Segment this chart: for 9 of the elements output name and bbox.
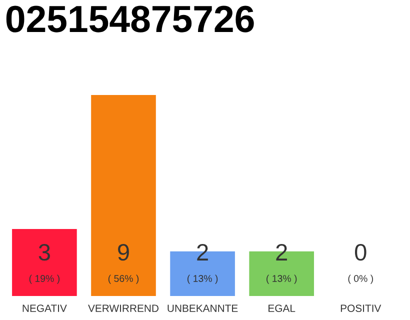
x-tick-label: VERWIRREND [88, 304, 158, 312]
data-label: 3 ( 19% ) [29, 244, 60, 284]
chart-title: 025154875726 [6, 6, 254, 32]
x-tick-label: NEGATIV [22, 304, 67, 312]
x-tick-label: UNBEKANNTE [168, 304, 238, 312]
x-tick-label: EGAL [268, 304, 296, 312]
data-label: 9 ( 56% ) [108, 244, 139, 284]
x-tick-label: POSITIV [340, 304, 382, 312]
data-label: 0 ( 0% ) [348, 244, 373, 284]
